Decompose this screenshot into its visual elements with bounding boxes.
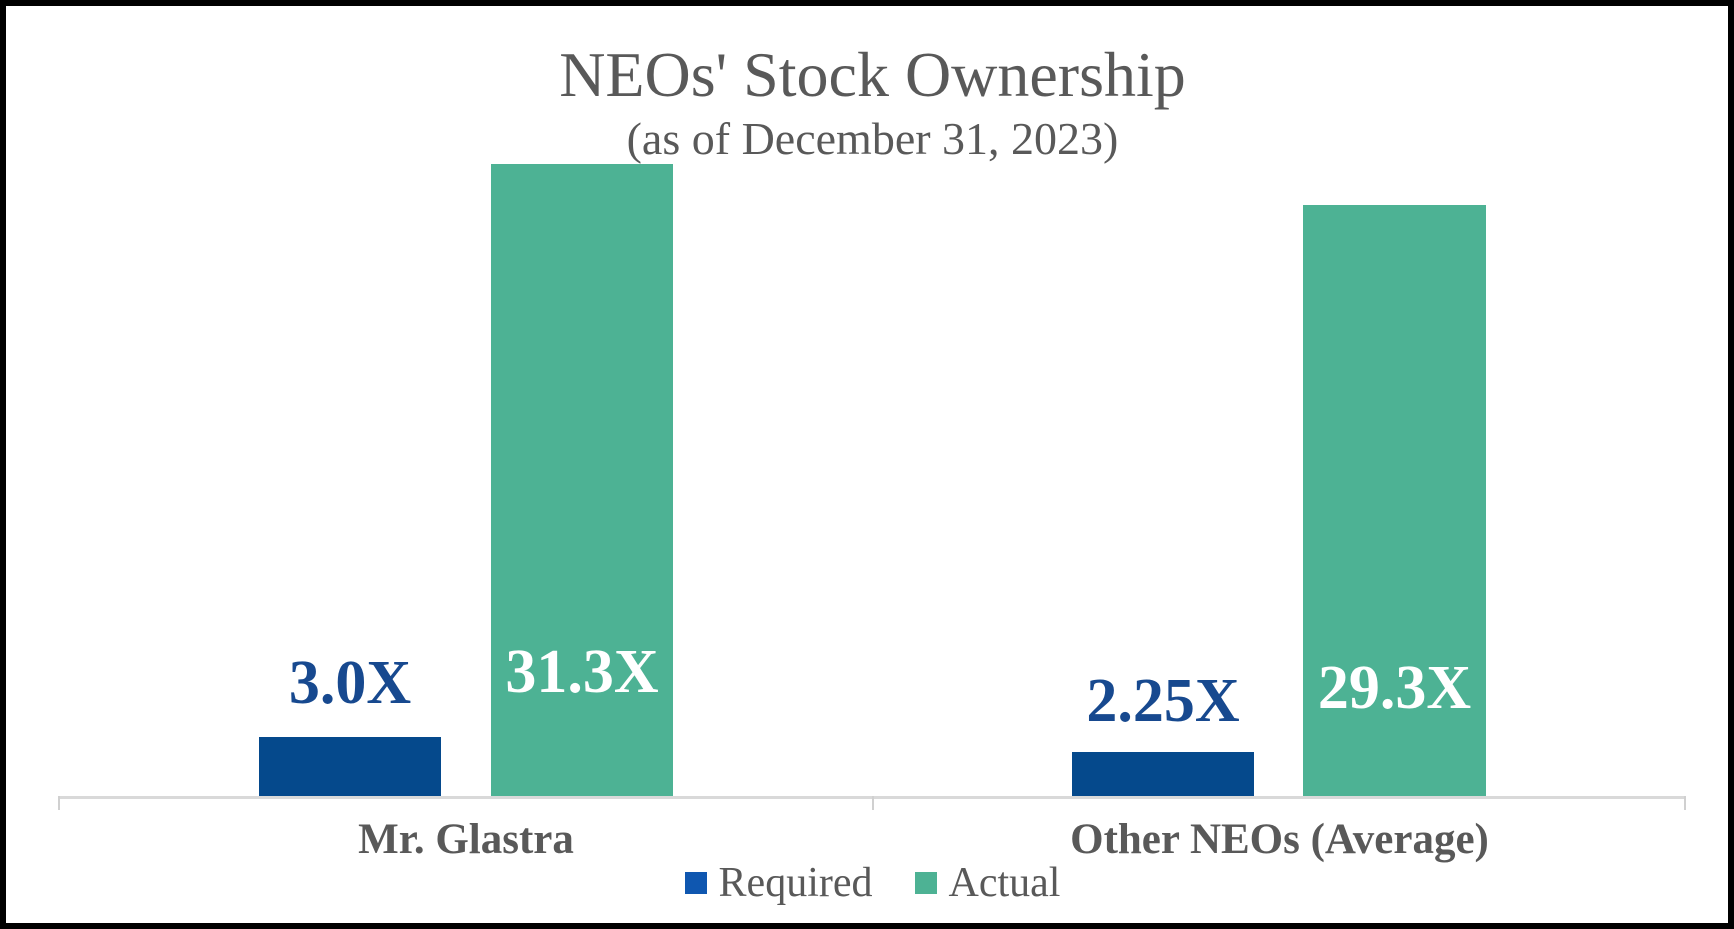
category-label-mr-glastra: Mr. Glastra — [358, 816, 574, 863]
bar-actual-mr-glastra — [491, 164, 673, 798]
legend-item-actual: Actual — [914, 860, 1061, 906]
x-axis-tick-right — [1684, 796, 1686, 810]
bar-actual-other-neos — [1303, 205, 1486, 798]
required-swatch-icon — [684, 872, 707, 894]
bar-required-other-neos — [1072, 752, 1254, 798]
actual-swatch-icon — [914, 872, 937, 894]
legend: Required Actual — [59, 862, 1686, 904]
x-axis-tick-middle — [872, 796, 874, 810]
legend-label-actual: Actual — [948, 860, 1061, 906]
x-axis-tick-left — [58, 796, 60, 810]
legend-label-required: Required — [718, 860, 873, 906]
bar-required-mr-glastra — [259, 737, 441, 798]
data-label-actual-other-neos: 29.3X — [1317, 654, 1472, 722]
chart-title: NEOs' Stock Ownership — [559, 39, 1186, 110]
data-label-required-mr-glastra: 3.0X — [288, 649, 412, 717]
data-label-actual-mr-glastra: 31.3X — [505, 638, 659, 706]
data-label-required-other-neos: 2.25X — [1086, 667, 1240, 735]
legend-item-required: Required — [684, 860, 873, 906]
chart-subtitle: (as of December 31, 2023) — [626, 113, 1119, 164]
category-label-other-neos: Other NEOs (Average) — [1070, 816, 1489, 863]
